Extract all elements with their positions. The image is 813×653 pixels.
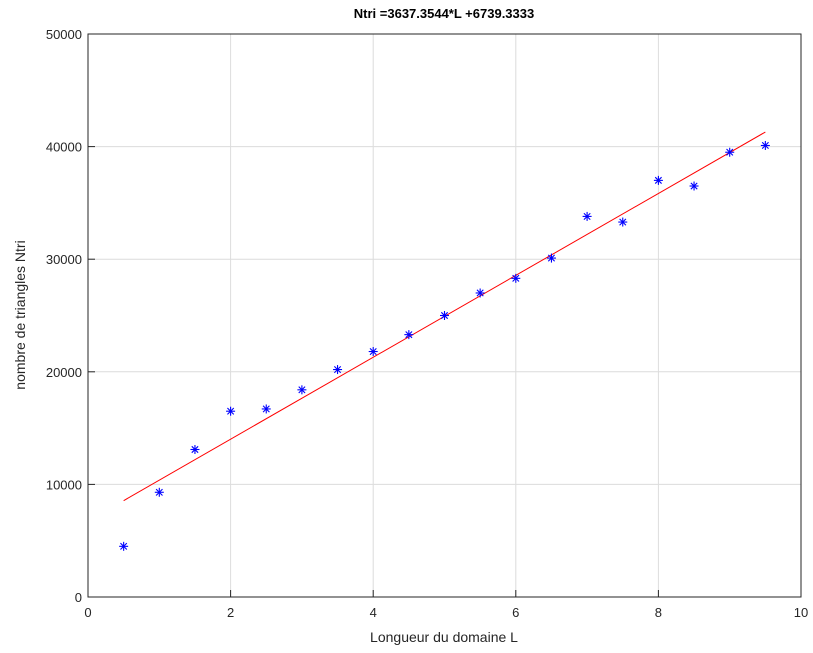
y-tick-label: 0 — [75, 590, 82, 605]
data-point — [261, 404, 271, 414]
data-point — [582, 211, 592, 221]
x-tick-label: 10 — [794, 605, 808, 620]
data-point — [190, 444, 200, 454]
data-point — [404, 330, 414, 340]
data-point — [511, 273, 521, 283]
data-point — [725, 147, 735, 157]
y-tick-label: 20000 — [46, 365, 82, 380]
x-tick-label: 8 — [655, 605, 662, 620]
axis-ticks: 0 2 4 6 8 10 0 10000 20000 30000 40000 50000 — [46, 27, 808, 620]
data-point — [440, 311, 449, 320]
data-point — [618, 217, 628, 227]
data-point — [297, 385, 307, 395]
data-point — [760, 140, 770, 150]
chart-title: Ntri =3637.3544*L +6739.3333 — [354, 6, 534, 21]
data-point — [546, 253, 556, 263]
x-axis-label: Longueur du domaine L — [370, 629, 518, 645]
y-tick-label: 40000 — [46, 140, 82, 155]
x-tick-label: 0 — [84, 605, 91, 620]
grid-lines — [88, 34, 801, 597]
x-tick-label: 4 — [370, 605, 377, 620]
y-tick-label: 50000 — [46, 27, 82, 42]
data-point — [368, 347, 378, 357]
scatter-points — [119, 140, 770, 551]
data-point — [226, 406, 236, 416]
plot-frame — [87, 33, 802, 598]
x-tick-label: 6 — [512, 605, 519, 620]
data-point — [154, 487, 164, 497]
data-point — [653, 175, 663, 185]
y-tick-label: 30000 — [46, 252, 82, 267]
x-tick-label: 2 — [227, 605, 234, 620]
data-point — [333, 365, 343, 375]
data-point — [689, 181, 699, 191]
y-axis-label: nombre de triangles Ntri — [12, 240, 28, 389]
y-tick-label: 10000 — [46, 477, 82, 492]
data-point — [119, 541, 129, 551]
data-point — [475, 288, 485, 298]
